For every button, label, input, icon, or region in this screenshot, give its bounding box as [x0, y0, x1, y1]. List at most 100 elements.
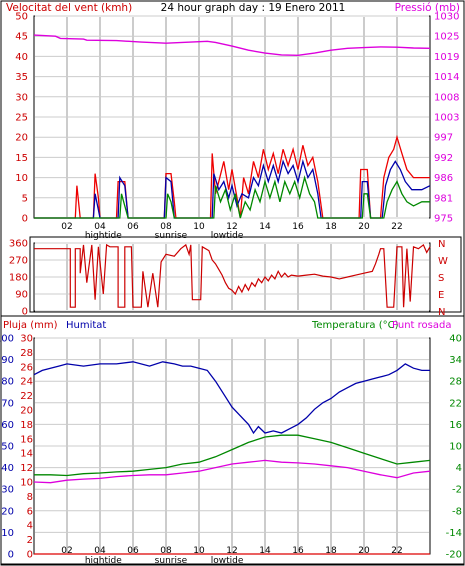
left-tick-label: 60	[1, 420, 14, 431]
series-temperature	[33, 361, 431, 555]
right-ticks-temperature: -20 -14 -8 -2 4 10 16 22 28 34 40	[446, 334, 462, 561]
series-direction	[34, 243, 431, 308]
left-tick-label: 6	[27, 506, 33, 517]
left-tick-label: 12	[20, 463, 33, 474]
x-tick-label: 10	[193, 546, 205, 556]
panel-wind-pressure: 0 5 10 15 20 25 30 35 40 45 50 975 981 986 992 997 1003…	[15, 12, 459, 242]
left-tick-label: 28	[20, 348, 33, 359]
left-tick-label: 18	[20, 420, 33, 431]
left-tick-label: 20	[20, 406, 33, 417]
x-tick-label: 12	[226, 222, 237, 232]
x-tick-label: 22	[391, 546, 402, 556]
right-tick-label: 981	[434, 193, 453, 204]
panel-border-temperature	[0, 315, 465, 565]
left-tick-label: 22	[20, 391, 33, 402]
left-tick-label: 80	[1, 377, 14, 388]
right-tick-label: 4	[456, 463, 462, 474]
left-tick-label: 50	[15, 12, 28, 23]
x-tick-label: 12	[226, 546, 237, 556]
right-tick-label: 1014	[434, 72, 459, 83]
left-tick-label: 2	[27, 535, 33, 546]
x-tick-label: 14	[259, 546, 271, 556]
left-tick-label: 360	[9, 239, 28, 250]
left-tick-label: 30	[1, 485, 14, 496]
right-tick-label: 997	[434, 133, 453, 144]
legend-dewpoint: Punt rosada	[392, 320, 451, 331]
x-tick-label: 18	[325, 546, 337, 556]
x-tick-label: 06	[127, 546, 139, 556]
right-tick-label: 975	[434, 214, 453, 225]
series-wind	[33, 34, 431, 219]
compass-label: N	[438, 307, 445, 318]
right-tick-label: 34	[449, 355, 462, 366]
right-tick-label: -8	[452, 506, 462, 517]
left-tick-label: 30	[15, 92, 28, 103]
x-tick-label: 10	[193, 222, 205, 232]
right-tick-label: 986	[434, 173, 453, 184]
x-tick-label: 20	[358, 222, 370, 232]
x-event-label: sunrise	[155, 556, 188, 566]
left-tick-label: 0	[22, 307, 28, 318]
header-pressure-title: Pressió (mb)	[395, 2, 460, 14]
legend-rain: Pluja (mm)	[3, 320, 58, 331]
series-pressure	[33, 34, 431, 57]
left-tick-label: 4	[27, 521, 33, 532]
x-tick-label: 20	[358, 546, 370, 556]
left-tick-label: 24	[20, 377, 33, 388]
right-tick-label: 992	[434, 153, 453, 164]
left-tick-label: 70	[1, 398, 14, 409]
series-direction	[34, 243, 431, 308]
left-ticks-direction: 0 90 180 270 360	[9, 239, 28, 318]
left-tick-label: 20	[1, 506, 14, 517]
x-tick-label: 06	[127, 222, 139, 232]
right-tick-label: 40	[449, 334, 462, 345]
left-tick-label: 10	[1, 528, 14, 539]
x-tick-label: 02	[61, 222, 72, 232]
x-tick-label: 02	[61, 546, 72, 556]
left-tick-label: 16	[20, 434, 33, 445]
left-tick-label: 14	[20, 449, 33, 460]
x-tick-label: 04	[94, 546, 106, 556]
left-tick-label: 15	[15, 153, 28, 164]
x-tick-label: 14	[259, 222, 271, 232]
left-tick-label: 10	[15, 173, 28, 184]
panel-temperature-humidity: Pluja (mm) Humitat Temperatura (°C) Punt…	[0, 315, 465, 566]
right-tick-label: 28	[449, 377, 462, 388]
left-ticks-temperature: 0246810121416182022242628300102030405060…	[0, 334, 33, 561]
legend-humidity: Humitat	[66, 320, 106, 331]
right-tick-label: 1025	[434, 32, 459, 43]
x-event-label: sunrise	[155, 231, 188, 241]
left-tick-label: 26	[20, 362, 33, 373]
xlabels-wind: 02 04 06 08 10 12 14 16 18 20 22 hightide sunrise low…	[61, 222, 402, 241]
series-dewpoint	[33, 459, 431, 484]
x-event-label: hightide	[85, 556, 122, 566]
right-tick-label: 1003	[434, 113, 459, 124]
legend-temperature: Temperatura (°C)	[311, 320, 399, 331]
left-tick-label: 8	[27, 492, 33, 503]
left-tick-label: 40	[15, 52, 28, 63]
left-tick-label: 0	[22, 214, 28, 225]
right-tick-label: 16	[449, 420, 462, 431]
left-tick-label: 0	[27, 550, 33, 561]
left-ticks-wind: 0 5 10 15 20 25 30 35 40 45 50	[15, 12, 28, 225]
left-tick-label: 100	[0, 334, 14, 345]
x-event-label: lowtide	[211, 231, 244, 241]
left-tick-label: 25	[15, 113, 28, 124]
x-tick-label: 04	[94, 222, 106, 232]
compass-label: N	[438, 239, 445, 250]
compass-label: E	[438, 290, 444, 301]
panel-border-direction	[29, 236, 462, 313]
x-event-label: lowtide	[211, 556, 244, 566]
series-temperature	[34, 434, 431, 477]
x-tick-label: 08	[160, 222, 172, 232]
header-date-title: 24 hour graph day : 19 Enero 2011	[161, 2, 346, 14]
series-humidity	[33, 361, 430, 435]
right-ticks-wind: 975 981 986 992 997 1003 1008 1014 1019 1025 1030	[434, 12, 459, 225]
right-tick-label: -20	[446, 550, 462, 561]
left-tick-label: 45	[15, 32, 28, 43]
right-tick-label: -14	[446, 528, 462, 539]
left-tick-label: 5	[22, 193, 28, 204]
series-wind_low	[34, 175, 430, 219]
